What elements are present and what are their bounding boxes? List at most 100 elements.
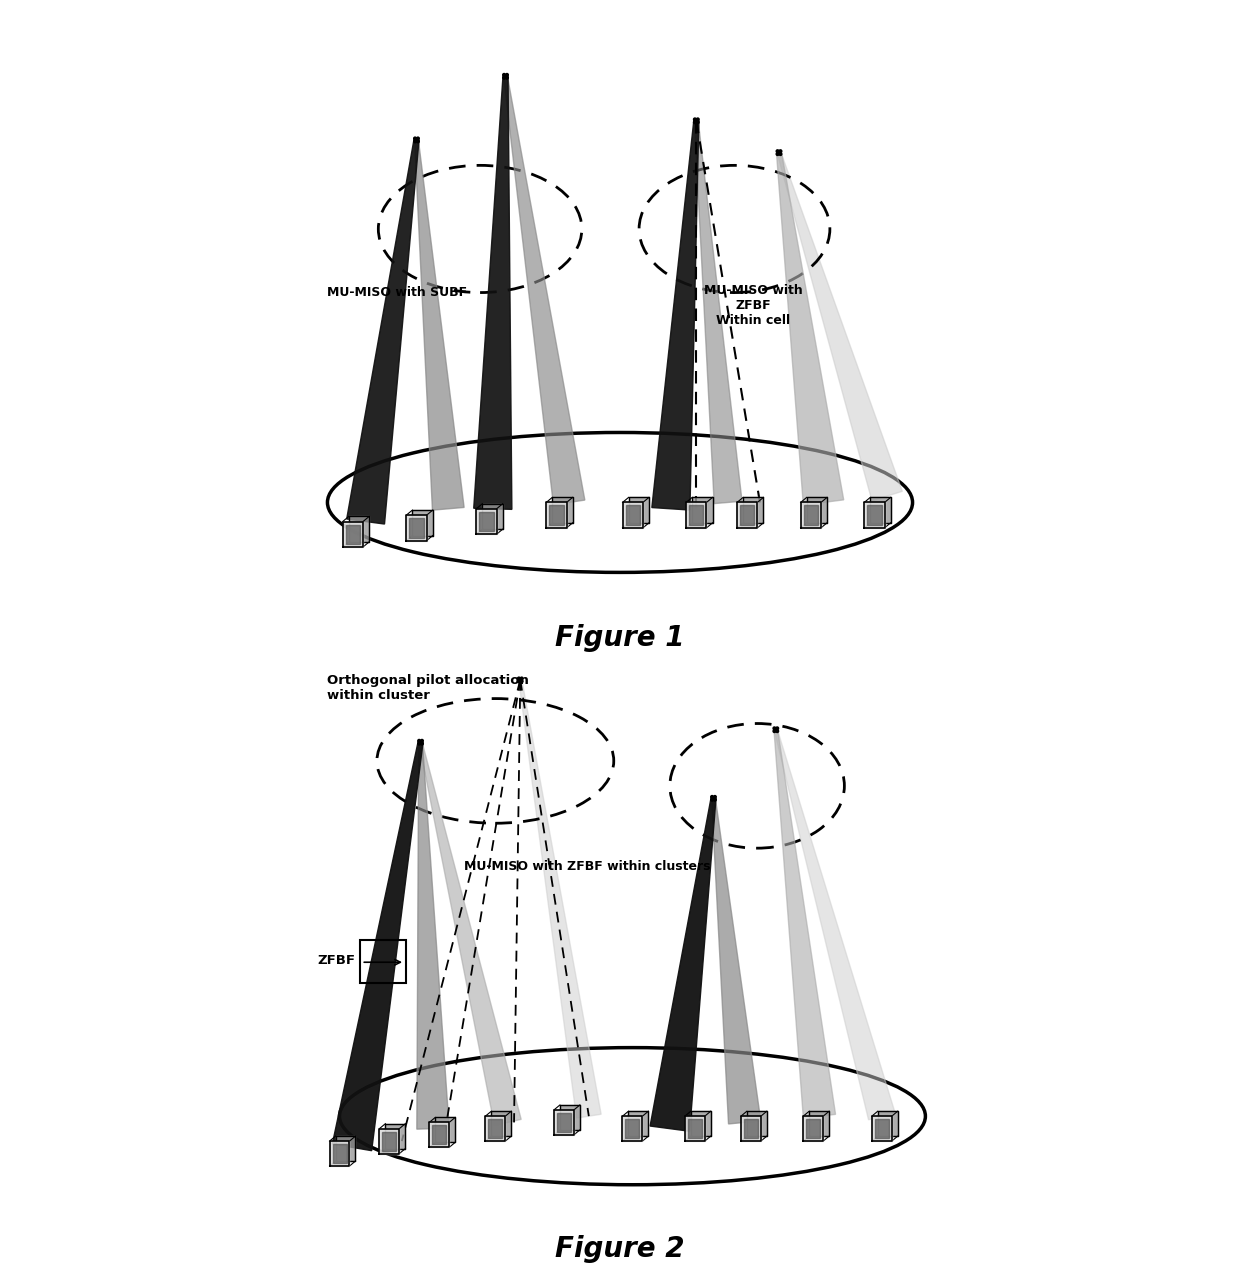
- Circle shape: [694, 118, 696, 121]
- Polygon shape: [625, 1119, 640, 1138]
- Circle shape: [422, 743, 423, 744]
- Text: Figure 2: Figure 2: [556, 1235, 684, 1263]
- Polygon shape: [684, 1117, 704, 1141]
- Polygon shape: [482, 504, 502, 529]
- Circle shape: [418, 743, 420, 744]
- Polygon shape: [419, 742, 521, 1126]
- Polygon shape: [650, 798, 715, 1131]
- Polygon shape: [807, 497, 827, 523]
- Circle shape: [520, 679, 521, 681]
- Circle shape: [776, 730, 777, 731]
- Polygon shape: [867, 505, 882, 525]
- Polygon shape: [332, 742, 423, 1151]
- Polygon shape: [489, 1119, 502, 1138]
- Polygon shape: [347, 140, 419, 524]
- Polygon shape: [691, 1112, 711, 1136]
- Polygon shape: [712, 798, 761, 1124]
- Polygon shape: [742, 1117, 761, 1141]
- Polygon shape: [476, 509, 496, 534]
- Polygon shape: [626, 505, 640, 525]
- Polygon shape: [549, 505, 563, 525]
- Polygon shape: [379, 1128, 399, 1154]
- Circle shape: [694, 121, 696, 123]
- Circle shape: [780, 150, 781, 153]
- Text: ZFBF: ZFBF: [317, 954, 356, 967]
- Polygon shape: [740, 505, 754, 525]
- Text: Figure 1: Figure 1: [556, 623, 684, 653]
- Polygon shape: [407, 515, 427, 541]
- Polygon shape: [743, 497, 764, 523]
- Polygon shape: [491, 1112, 511, 1136]
- Circle shape: [780, 153, 781, 155]
- Polygon shape: [622, 1117, 642, 1141]
- Polygon shape: [342, 522, 363, 547]
- Polygon shape: [878, 1112, 898, 1136]
- Polygon shape: [417, 742, 449, 1130]
- Text: Orthogonal pilot allocation
within cluster: Orthogonal pilot allocation within clust…: [327, 674, 529, 702]
- Polygon shape: [435, 1117, 455, 1142]
- Polygon shape: [744, 1119, 758, 1138]
- Polygon shape: [872, 1117, 892, 1141]
- Polygon shape: [810, 1112, 830, 1136]
- Circle shape: [415, 139, 417, 141]
- Circle shape: [712, 799, 713, 800]
- Circle shape: [503, 76, 505, 79]
- Circle shape: [503, 74, 505, 76]
- Polygon shape: [386, 1123, 405, 1149]
- Circle shape: [779, 151, 780, 154]
- Polygon shape: [774, 729, 895, 1119]
- Polygon shape: [346, 524, 360, 544]
- Circle shape: [776, 150, 779, 153]
- Polygon shape: [776, 153, 843, 505]
- Circle shape: [712, 796, 713, 798]
- Circle shape: [505, 75, 506, 78]
- Polygon shape: [485, 1117, 506, 1141]
- Polygon shape: [694, 121, 742, 504]
- Polygon shape: [804, 1117, 823, 1141]
- Polygon shape: [503, 76, 585, 505]
- Polygon shape: [629, 497, 649, 523]
- Polygon shape: [746, 1112, 766, 1136]
- Circle shape: [417, 137, 419, 140]
- Polygon shape: [689, 505, 703, 525]
- Circle shape: [518, 678, 520, 679]
- Polygon shape: [552, 497, 573, 523]
- Circle shape: [518, 681, 520, 682]
- Polygon shape: [330, 1141, 350, 1166]
- Polygon shape: [777, 153, 903, 501]
- Polygon shape: [774, 730, 836, 1118]
- Polygon shape: [554, 1110, 574, 1135]
- Circle shape: [414, 140, 415, 142]
- Polygon shape: [409, 518, 424, 538]
- Polygon shape: [652, 121, 699, 510]
- Circle shape: [697, 118, 698, 121]
- Polygon shape: [382, 1132, 397, 1151]
- Polygon shape: [433, 1126, 446, 1145]
- Circle shape: [506, 74, 508, 76]
- Polygon shape: [557, 1113, 570, 1132]
- Polygon shape: [874, 1119, 889, 1138]
- Circle shape: [714, 796, 715, 798]
- Text: MU-MISO with SUBF: MU-MISO with SUBF: [327, 286, 467, 299]
- Polygon shape: [547, 502, 567, 528]
- Polygon shape: [864, 502, 884, 528]
- Polygon shape: [414, 140, 464, 510]
- Polygon shape: [686, 502, 707, 528]
- Circle shape: [521, 678, 522, 679]
- Circle shape: [521, 681, 522, 682]
- Polygon shape: [692, 497, 713, 523]
- Circle shape: [418, 740, 420, 742]
- Circle shape: [414, 137, 415, 140]
- Circle shape: [420, 742, 422, 743]
- Circle shape: [775, 729, 776, 730]
- Polygon shape: [870, 497, 890, 523]
- Polygon shape: [622, 502, 642, 528]
- Circle shape: [417, 140, 419, 142]
- Polygon shape: [480, 511, 494, 532]
- Polygon shape: [560, 1105, 580, 1130]
- Circle shape: [506, 76, 508, 79]
- Polygon shape: [332, 1144, 346, 1163]
- Polygon shape: [806, 1119, 820, 1138]
- Circle shape: [697, 121, 698, 123]
- Circle shape: [776, 728, 777, 729]
